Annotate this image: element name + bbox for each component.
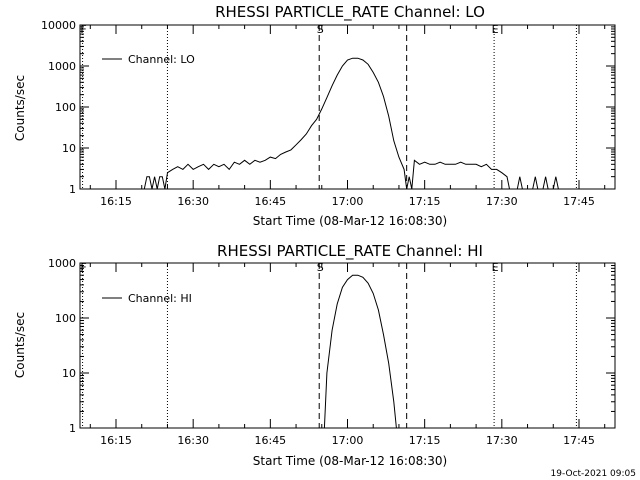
hi-marker-label: F [80, 261, 86, 274]
hi-x-tick-label: 16:30 [177, 434, 209, 447]
hi-y-tick-label: 100 [55, 312, 76, 325]
lo-marker-label: S [317, 23, 324, 36]
hi-x-tick-label: 17:15 [409, 434, 441, 447]
hi-x-axis-label: Start Time (08-Mar-12 16:08:30) [253, 454, 447, 468]
hi-plot-frame [79, 262, 616, 429]
hi-y-tick-label: 1 [69, 422, 76, 435]
lo-x-tick-label: 17:30 [486, 195, 518, 208]
lo-y-tick-label: 100 [55, 101, 76, 114]
lo-x-tick-label: 17:00 [332, 195, 364, 208]
hi-marker-label: E [492, 261, 499, 274]
generation-timestamp: 19-Oct-2021 09:05 [551, 469, 636, 479]
lo-y-tick-label: 1000 [48, 60, 76, 73]
lo-y-axis: 1 10 100 1000 10000 [41, 19, 615, 196]
lo-legend-label: Channel: LO [128, 53, 195, 66]
lo-x-tick-label: 17:45 [563, 195, 595, 208]
lo-channel-panel: RHESSI PARTICLE_RATE Channel: LO 1101001… [13, 3, 616, 228]
lo-x-axis: 16:15 16:30 16:45 17:00 17:15 17:30 17:45 [89, 25, 606, 208]
hi-channel-panel: RHESSI PARTICLE_RATE Channel: HI 1101001… [13, 242, 616, 468]
lo-y-tick-label: 1 [69, 183, 76, 196]
lo-y-tick-label: 10000 [41, 19, 76, 32]
hi-chart-title: RHESSI PARTICLE_RATE Channel: HI [217, 242, 483, 261]
hi-y-axis-label: Counts/sec [13, 312, 27, 378]
hi-x-axis: 16:15 16:30 16:45 17:00 17:15 17:30 17:45 [89, 263, 606, 447]
hi-y-axis: 1 10 100 1000 [48, 257, 615, 435]
lo-x-tick-label: 17:15 [409, 195, 441, 208]
lo-y-tick-label: 10 [62, 142, 76, 155]
lo-x-tick-label: 16:15 [100, 195, 132, 208]
hi-legend-label: Channel: HI [128, 292, 192, 305]
hi-y-tick-label: 10 [62, 367, 76, 380]
lo-chart-title: RHESSI PARTICLE_RATE Channel: LO [215, 3, 485, 22]
hi-x-tick-label: 16:45 [254, 434, 286, 447]
lo-marker-label: F [80, 23, 86, 36]
hi-series-line [323, 274, 397, 429]
hi-marker-label: S [317, 261, 324, 274]
lo-marker-label: E [492, 23, 499, 36]
hi-x-tick-label: 17:00 [332, 434, 364, 447]
lo-plot-frame [79, 24, 616, 190]
hi-x-tick-label: 16:15 [100, 434, 132, 447]
lo-series-line [143, 57, 559, 190]
hi-x-tick-label: 17:45 [563, 434, 595, 447]
lo-x-tick-label: 16:45 [254, 195, 286, 208]
lo-x-axis-label: Start Time (08-Mar-12 16:08:30) [253, 214, 447, 228]
lo-x-tick-label: 16:30 [177, 195, 209, 208]
hi-x-tick-label: 17:30 [486, 434, 518, 447]
hi-y-tick-label: 1000 [48, 257, 76, 270]
lo-y-axis-label: Counts/sec [13, 75, 27, 141]
